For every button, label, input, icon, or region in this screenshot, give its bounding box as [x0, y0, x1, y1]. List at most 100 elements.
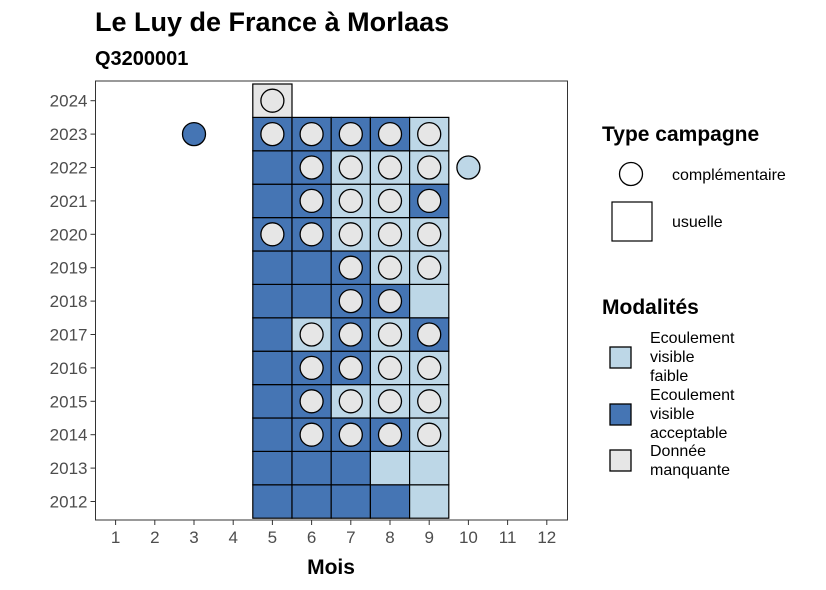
y-tick-label-2023: 2023: [50, 125, 88, 144]
point-2023-7: [338, 121, 363, 147]
y-tick-label-2024: 2024: [50, 92, 88, 111]
point-2020-7: [338, 222, 363, 247]
point-2018-7: [338, 288, 363, 314]
point-2021-7: [338, 188, 363, 214]
y-tick-label-2013: 2013: [50, 459, 88, 478]
chart-title: Le Luy de France à Morlaas: [95, 7, 449, 37]
legend-complementaire-key: [618, 161, 644, 187]
tile-2012-8: [369, 484, 411, 519]
point-2014-8: [377, 422, 403, 447]
point-2024-5: [260, 88, 285, 113]
legend-label-acceptable-line-3: acceptable: [650, 425, 727, 442]
legend-label-manquante-line-2: manquante: [650, 462, 730, 479]
point-2014-7: [338, 422, 363, 447]
legend-modalites-title: Modalités: [602, 296, 699, 319]
tile-2019-6: [291, 250, 332, 286]
point-2023-8: [377, 121, 403, 147]
point-2022-6: [299, 155, 324, 180]
y-tick-label-2016: 2016: [50, 359, 88, 378]
point-2014-9: [417, 422, 442, 447]
point-2017-9: [417, 322, 442, 347]
tile-2022-5: [252, 150, 293, 185]
legend-label-acceptable-line-1: Ecoulement: [650, 387, 735, 404]
x-tick-label-6: 6: [307, 528, 316, 547]
point-2022-7: [338, 155, 363, 180]
point-2020-5: [260, 222, 285, 247]
legend-key-acceptable: [609, 403, 632, 426]
point-2021-9: [417, 188, 442, 214]
point-2016-8: [377, 355, 403, 381]
y-tick-label-2022: 2022: [50, 159, 88, 178]
point-2022-8: [377, 155, 403, 180]
tile-2017-5: [252, 317, 293, 352]
plot-area: 1 2 3 4 5 6 7 8 9 10 11 122012201320142015201620172…: [50, 80, 568, 547]
legend-key-manquante: [609, 449, 632, 472]
tile-2018-6: [291, 283, 332, 319]
tile-2019-5: [252, 250, 293, 286]
point-2015-6: [299, 389, 324, 414]
point-2022-10: [456, 155, 481, 180]
point-2021-8: [377, 188, 403, 214]
point-2020-8: [377, 222, 403, 247]
point-2023-3: [181, 121, 207, 147]
tile-2012-5: [252, 484, 293, 519]
legend-label-manquante-line-1: Donnée: [650, 443, 706, 460]
legend-label-acceptable-line-2: visible: [650, 406, 695, 423]
point-2017-7: [338, 322, 363, 347]
point-2016-6: [299, 355, 324, 381]
tile-2013-6: [291, 450, 332, 486]
point-2020-6: [299, 222, 324, 247]
tile-2015-5: [252, 384, 293, 419]
x-tick-label-2: 2: [150, 528, 159, 547]
x-tick-label-11: 11: [499, 528, 517, 547]
legend-key-faible: [609, 346, 632, 369]
point-2019-9: [417, 255, 442, 280]
point-2022-9: [417, 155, 442, 180]
point-2021-6: [299, 188, 324, 214]
tile-2021-5: [252, 183, 293, 219]
chart-subtitle: Q3200001: [95, 48, 188, 70]
point-2016-7: [338, 355, 363, 381]
x-tick-label-1: 1: [111, 528, 120, 547]
y-tick-label-2021: 2021: [50, 192, 88, 211]
plot-panel: [95, 80, 568, 521]
y-tick-label-2015: 2015: [50, 392, 88, 411]
x-tick-label-5: 5: [268, 528, 277, 547]
point-2023-6: [299, 121, 324, 147]
point-2023-9: [417, 121, 442, 147]
x-tick-label-3: 3: [189, 528, 198, 547]
point-2018-8: [377, 288, 403, 314]
tile-2014-5: [252, 417, 293, 453]
legend-label-faible-line-2: visible: [650, 349, 695, 366]
legend-usuelle-label: usuelle: [672, 214, 723, 231]
y-tick-label-2020: 2020: [50, 225, 88, 244]
tile-2012-6: [291, 484, 332, 519]
x-tick-label-9: 9: [424, 528, 433, 547]
tile-2013-9: [409, 450, 450, 486]
tile-2013-5: [252, 450, 293, 486]
x-tick-label-7: 7: [346, 528, 355, 547]
tile-2012-7: [330, 484, 372, 519]
legend: Type campagne complémentaire usuelle Modali…: [602, 123, 786, 479]
tile-2012-9: [409, 484, 450, 519]
y-tick-label-2012: 2012: [50, 493, 88, 512]
point-2015-7: [338, 389, 363, 414]
point-2014-6: [299, 422, 324, 447]
y-tick-label-2019: 2019: [50, 259, 88, 278]
point-2015-9: [417, 389, 442, 414]
tile-2013-7: [330, 450, 372, 486]
y-tick-label-2018: 2018: [50, 292, 88, 311]
legend-type-title: Type campagne: [602, 123, 759, 146]
x-tick-label-12: 12: [537, 528, 556, 547]
tile-2013-8: [369, 450, 411, 486]
y-tick-label-2017: 2017: [50, 326, 88, 345]
point-2019-8: [377, 255, 403, 280]
legend-complementaire-label: complémentaire: [672, 167, 786, 184]
tile-2016-5: [252, 350, 293, 386]
x-tick-label-10: 10: [459, 528, 478, 547]
x-tick-label-4: 4: [228, 528, 237, 547]
y-tick-label-2014: 2014: [50, 426, 88, 445]
tile-2018-5: [252, 283, 293, 319]
legend-label-faible-line-3: faible: [650, 368, 688, 385]
tile-2018-9: [409, 283, 450, 319]
